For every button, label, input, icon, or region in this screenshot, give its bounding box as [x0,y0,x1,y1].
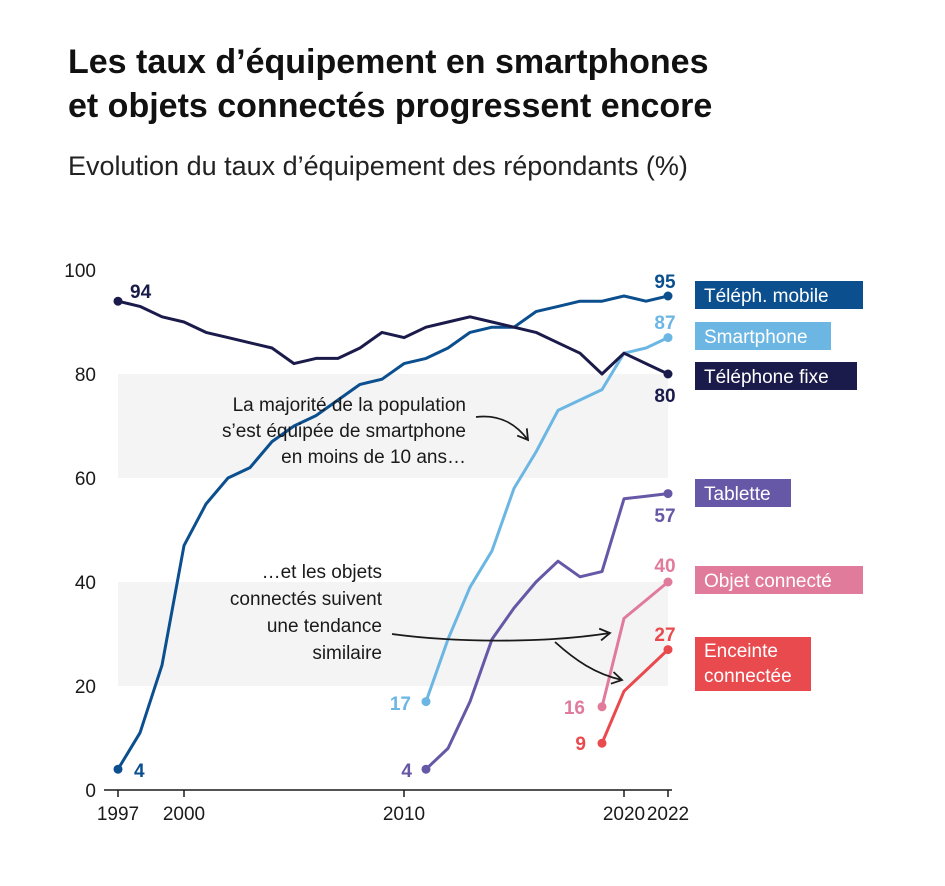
y-tick-label-100: 100 [64,261,96,282]
series-name-telephone-fixe: Téléphone fixe [704,367,829,388]
series-name-tag-teleph-mobile: Téléph. mobile [695,281,863,309]
value-label-telephone-fixe-start: 94 [130,282,152,303]
value-label-enceinte-connectee-end: 27 [654,625,675,646]
annotation-2-line-4: similaire [312,643,382,664]
y-tick-label-40: 40 [75,573,96,594]
series-start-point-smartphone [421,697,431,707]
value-label-smartphone-start: 17 [390,694,411,715]
annotation-1-line-2: s’est équipée de smartphone [222,421,466,442]
series-start-point-tablette [421,764,431,774]
value-label-tablette-start: 4 [401,761,412,782]
series-start-point-objet-connecte [597,702,607,712]
series-labels: 4 95 17 87 94 80 4 57 16 40 9 27 Téléph. mobile Smart… [130,272,863,782]
series-name-enceinte-connectee-line-1: Enceinte [704,641,778,662]
annotation-1-arrow [475,415,530,442]
chart-title: Les taux d’équipement en smartphones et … [68,40,888,128]
annotation-2-arrow-objet [391,627,612,642]
chart-title-line-2: et objets connectés progressent encore [68,87,713,125]
series-name-tag-smartphone: Smartphone [695,322,831,350]
shaded-band-1 [118,374,668,478]
series-name-teleph-mobile: Téléph. mobile [704,286,829,307]
series-end-point-telephone-fixe [663,369,673,379]
series-name-tag-enceinte-connectee: Enceinte connectée [695,637,811,691]
series-name-tag-bg-smartphone [695,322,831,350]
series-start-point-telephone-fixe [113,296,123,306]
value-label-teleph-mobile-end: 95 [654,272,676,293]
y-tick-label-0: 0 [85,781,96,802]
series-end-point-smartphone [663,333,673,343]
x-tick-label-2022: 2022 [647,804,689,825]
y-tick-label-60: 60 [75,469,96,490]
series-line-telephone-fixe [116,299,670,376]
y-tick-label-80: 80 [75,365,96,386]
annotation-1-line-1: La majorité de la population [233,395,466,416]
value-label-objet-connecte-start: 16 [564,698,585,719]
series-line-smartphone [424,336,670,704]
value-label-objet-connecte-end: 40 [654,556,675,577]
annotation-2-arrow-enceinte [554,641,624,685]
series-end-point-enceinte-connectee [663,645,673,655]
series-lines [113,291,673,774]
series-line-enceinte-connectee [600,648,670,745]
x-tick-label-2000: 2000 [163,804,205,825]
series-name-tag-bg-tablette [695,479,791,507]
series-name-smartphone: Smartphone [704,327,808,348]
value-label-enceinte-connectee-start: 9 [575,734,586,755]
value-label-smartphone-end: 87 [654,313,675,334]
series-line-tablette [424,492,670,771]
series-name-tag-bg-teleph-mobile [695,281,863,309]
series-name-tablette: Tablette [704,484,771,505]
annotation-2-line-1: …et les objets [262,562,382,583]
annotation-2-line-2: connectés suivent [230,589,383,610]
series-name-tag-bg-objet-connecte [695,566,863,594]
x-tick-label-1997: 1997 [97,804,139,825]
series-name-tag-bg-telephone-fixe [695,362,857,390]
series-end-point-tablette [663,489,673,499]
chart-title-line-1: Les taux d’équipement en smartphones [68,43,709,81]
value-label-tablette-end: 57 [654,506,675,527]
annotation-1-line-3: en moins de 10 ans… [281,447,466,468]
series-name-tag-bg-enceinte-connectee [695,637,811,691]
value-label-teleph-mobile-start: 4 [134,761,145,782]
value-label-telephone-fixe-end: 80 [654,386,675,407]
annotation-2-line-3: une tendance [267,616,382,637]
series-start-point-teleph-mobile [113,764,123,774]
annotations: La majorité de la population s’est équipé… [222,395,624,685]
series-name-objet-connecte: Objet connecté [704,571,832,592]
y-tick-label-20: 20 [75,677,96,698]
x-tick-label-2020: 2020 [603,804,645,825]
series-end-point-teleph-mobile [663,291,673,301]
series-start-point-enceinte-connectee [597,738,607,748]
axes: 1997 2000 2010 2020 2022 0 20 40 60 80 100 [64,261,689,825]
series-name-tag-tablette: Tablette [695,479,791,507]
x-tick-label-2010: 2010 [383,804,425,825]
series-name-tag-objet-connecte: Objet connecté [695,566,863,594]
series-name-tag-telephone-fixe: Téléphone fixe [695,362,857,390]
series-end-point-objet-connecte [663,577,673,587]
chart-subtitle: Evolution du taux d’équipement des répon… [68,151,688,181]
series-name-enceinte-connectee-line-2: connectée [704,666,792,687]
series-line-teleph-mobile [116,294,670,771]
